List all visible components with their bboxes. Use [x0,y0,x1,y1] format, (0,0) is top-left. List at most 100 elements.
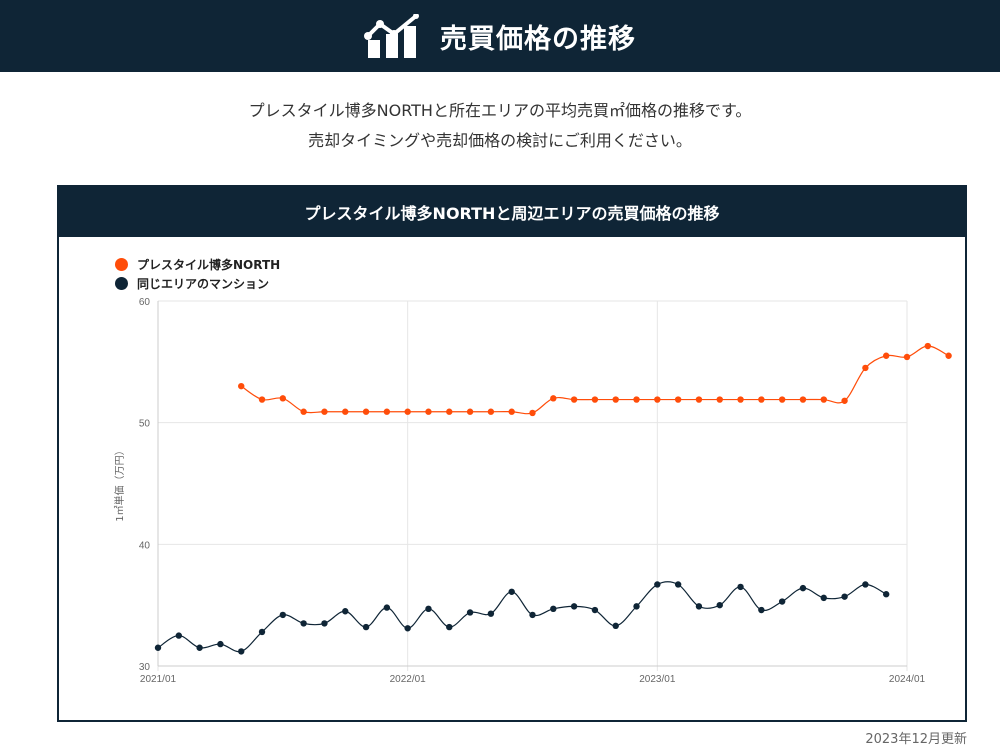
data-point [695,396,703,403]
data-point [799,396,807,403]
data-point [446,623,453,631]
x-tick-label: 2022/01 [390,674,427,685]
data-point [633,603,640,610]
data-point [404,408,411,415]
data-point [258,628,266,636]
data-point [404,625,411,632]
x-tick-label: 2024/01 [889,674,926,685]
data-point [903,353,911,361]
data-point [591,606,599,614]
data-point [737,583,744,591]
data-point [612,396,619,403]
data-point [238,648,245,655]
data-point [279,395,287,402]
data-point [446,408,453,415]
description-line-1: プレスタイル博多NORTHと所在エリアの平均売買㎡価格の推移です。 [248,101,752,120]
data-point [425,408,432,415]
y-axis-label: 1㎡単価（万円） [113,445,126,521]
series-0 [238,342,952,417]
description-line-2: 売却タイミングや売却価格の検討にご利用ください。 [308,131,692,150]
legend-label-area: 同じエリアのマンション [137,277,270,291]
y-tick-label: 50 [139,419,151,430]
line-chart: 30 40 50 60 2021/01 2022/01 2023/01 2024/01 1㎡単価… [113,297,952,685]
data-point [466,408,474,415]
data-point [487,408,495,415]
data-point [550,395,557,402]
data-point [758,606,765,614]
data-point [321,620,328,627]
data-point [154,644,162,651]
data-point [342,408,349,415]
data-point [924,342,932,350]
legend-marker-north [115,258,128,271]
data-point [300,620,307,627]
data-point [342,608,349,615]
series-line [157,581,887,653]
data-point [674,396,682,403]
data-point [175,632,183,639]
data-point [238,382,245,390]
x-tick-label: 2023/01 [639,674,676,685]
data-point [882,591,890,598]
data-point [716,396,723,403]
update-date: 2023年12月更新 [865,732,967,747]
x-tick-label: 2021/01 [140,674,177,685]
data-point [217,640,224,648]
data-point [882,352,890,359]
data-point [570,396,578,403]
data-point [383,604,391,611]
data-point [633,396,640,403]
data-point [529,409,536,417]
data-point [508,588,515,595]
data-point [841,593,848,600]
data-point [862,364,869,372]
y-tick-label: 30 [139,662,151,673]
data-point [508,408,515,415]
data-point [591,396,599,403]
data-point [487,610,495,617]
data-point [196,644,203,651]
data-point [737,396,744,403]
data-point [383,408,391,415]
rising-chart-icon [364,14,419,58]
series-1 [154,581,890,655]
data-point [695,603,703,610]
data-point [570,603,578,610]
data-point [425,605,432,613]
data-point [300,408,307,415]
data-point [778,396,786,403]
data-point [362,623,370,631]
chart-legend: プレスタイル博多NORTH 同じエリアのマンション [115,255,280,293]
legend-label-north: プレスタイル博多NORTH [137,258,281,272]
data-point [466,609,474,616]
page-title: 売買価格の推移 [440,23,636,55]
page-header: 売買価格の推移 [0,0,1000,72]
data-point [862,581,869,588]
data-point [674,581,682,588]
legend-item-north[interactable]: プレスタイル博多NORTH [115,255,280,274]
data-point [529,611,536,619]
data-point [362,408,370,415]
data-point [321,408,328,415]
chart-title: プレスタイル博多NORTHと周辺エリアの売買価格の推移 [59,187,965,237]
y-tick-label: 40 [139,540,151,551]
data-point [654,581,661,588]
description: プレスタイル博多NORTHと所在エリアの平均売買㎡価格の推移です。 売却タイミン… [0,96,1000,156]
data-point [550,605,557,613]
data-point [258,396,266,403]
data-point [820,396,827,403]
data-point [778,598,786,605]
data-point [279,611,287,619]
data-point [799,584,807,592]
data-point [820,594,827,602]
chart-panel: プレスタイル博多NORTHと周辺エリアの売買価格の推移 プレスタイル博多NORT… [57,185,967,722]
data-point [612,622,619,630]
data-point [758,396,765,403]
legend-marker-area [115,277,128,290]
series-line [240,345,949,415]
data-point [716,601,723,609]
legend-item-area[interactable]: 同じエリアのマンション [115,274,280,293]
data-point [841,397,848,404]
data-point [654,396,661,403]
y-tick-label: 60 [139,297,151,308]
